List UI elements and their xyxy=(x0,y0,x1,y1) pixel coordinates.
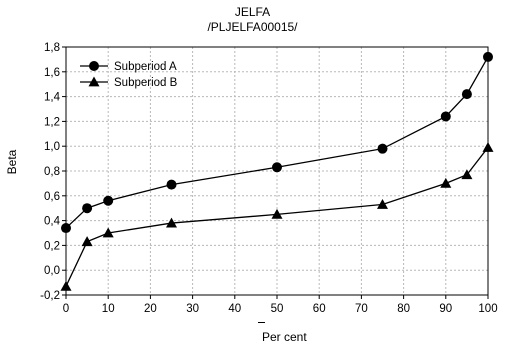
chart-subtitle: /PLJELFA00015/ xyxy=(207,20,298,34)
x-tick-label: 20 xyxy=(144,303,157,315)
x-tick-label: 50 xyxy=(271,303,284,315)
data-point-b xyxy=(377,198,388,209)
chart-title: JELFA xyxy=(234,5,271,19)
legend-label: Subperiod A xyxy=(114,61,177,73)
y-tick-label: 1,2 xyxy=(44,116,60,128)
data-point-a xyxy=(82,203,93,214)
data-point-a xyxy=(272,162,282,173)
y-tick-label: 0,4 xyxy=(44,216,61,228)
x-tick-label: 100 xyxy=(478,303,497,315)
data-point-b xyxy=(102,227,114,238)
data-point-a xyxy=(461,89,472,100)
y-tick-label: 0,0 xyxy=(44,265,60,277)
x-tick-label: 80 xyxy=(397,303,410,315)
data-point-b xyxy=(166,217,177,228)
x-axis-label: Per cent xyxy=(262,330,307,344)
x-tick-label: 0 xyxy=(63,303,69,315)
data-point-a xyxy=(61,223,71,234)
data-point-a xyxy=(377,143,388,154)
x-tick-label: 90 xyxy=(439,303,452,315)
x-tick-label: 30 xyxy=(186,303,199,315)
data-point-b xyxy=(482,141,494,152)
legend-label: Subperiod B xyxy=(114,77,178,89)
x-tick-label: 60 xyxy=(313,303,326,315)
data-point-a xyxy=(440,111,451,122)
y-tick-label: 1,4 xyxy=(44,92,61,104)
y-tick-label: 1,8 xyxy=(44,42,60,54)
data-point-b xyxy=(440,177,452,188)
y-tick-label: -0,2 xyxy=(40,290,60,302)
x-tick-label: 70 xyxy=(355,303,368,315)
legend-marker xyxy=(88,76,100,87)
y-tick-label: 0,6 xyxy=(44,191,60,203)
x-tick-label: 10 xyxy=(102,303,115,315)
y-tick-label: 1,6 xyxy=(44,67,60,79)
data-point-b xyxy=(60,280,72,291)
data-point-b xyxy=(461,169,473,180)
data-point-a xyxy=(103,195,114,206)
y-tick-label: 0,8 xyxy=(44,166,60,178)
x-axis-label-mark xyxy=(258,322,265,323)
data-point-b xyxy=(271,208,283,219)
y-tick-label: 1,0 xyxy=(44,141,60,153)
data-point-a xyxy=(483,51,493,62)
y-tick-label: 0,2 xyxy=(44,240,60,252)
legend-marker xyxy=(89,61,99,71)
data-point-b xyxy=(81,236,93,247)
data-point-a xyxy=(166,179,177,190)
x-tick-label: 40 xyxy=(228,303,241,315)
